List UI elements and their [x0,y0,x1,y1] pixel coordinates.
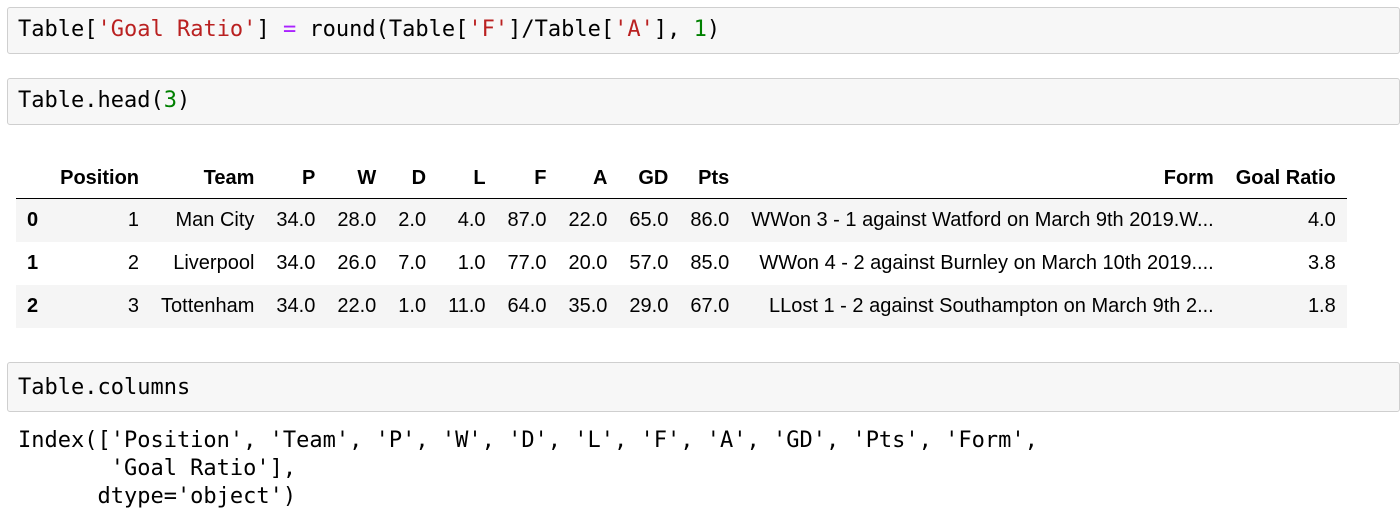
code-line: Table.columns [18,375,191,400]
column-header: W [326,158,388,199]
table-header-row: Position Team P W D L F A GD Pts Form Goal Ratio [16,158,1347,199]
code-token: ) [176,88,191,113]
table-cell: 86.0 [690,208,730,231]
column-header: L [437,158,497,199]
index-header [16,158,50,199]
table-cell: 29.0 [629,294,669,317]
code-token: ], [653,17,694,42]
column-header: D [387,158,438,199]
table-cell: 67.0 [690,294,730,317]
table-row: 1 2 Liverpool 34.0 26.0 7.0 1.0 77.0 20.0 57.0 85.… [16,242,1347,285]
output-line: Index(['Position', 'Team', 'P', 'W', 'D'… [18,428,1038,453]
table-cell: Man City [175,208,255,231]
table-cell: 28.0 [337,208,377,231]
table-cell: 7.0 [398,251,427,274]
table-cell: 34.0 [276,208,316,231]
column-header: Team [150,158,266,199]
code-line: Table.head(3) [18,88,190,114]
columns-output: Index(['Position', 'Team', 'P', 'W', 'D'… [18,427,1038,511]
string-token: 'F' [468,17,509,42]
table-cell: 87.0 [507,208,547,231]
code-token: round(Table[ [296,17,469,42]
output-line: dtype='object') [18,484,297,509]
code-cell-columns[interactable] [7,362,1400,412]
column-header: A [557,158,619,199]
code-line: Table['Goal Ratio'] = round(Table['F']/T… [18,17,720,43]
table-cell: 35.0 [568,294,608,317]
table-cell: 57.0 [629,251,669,274]
output-line: 'Goal Ratio'], [18,456,297,481]
row-index: 1 [27,251,39,274]
table-cell: 4.0 [1307,208,1336,231]
row-index: 0 [27,208,39,231]
table-cell: 1.8 [1307,294,1336,317]
column-header: P [265,158,327,199]
code-token: Table[ [18,17,98,42]
table-cell: 3.8 [1307,251,1336,274]
column-header: Goal Ratio [1224,158,1347,199]
table-cell: 2 [127,251,140,274]
table-cell: 1.0 [398,294,427,317]
table-cell: 3 [127,294,140,317]
table-cell: Liverpool [173,251,255,274]
table-cell: WWon 4 - 2 against Burnley on March 10th… [759,251,1214,274]
code-cell-head[interactable] [7,78,1400,125]
column-header: GD [618,158,680,199]
code-cell-goal-ratio[interactable] [7,7,1400,54]
string-token: 'A' [614,17,654,42]
table-cell: WWon 3 - 1 against Watford on March 9th … [751,208,1214,231]
table-cell: LLost 1 - 2 against Southampton on March… [769,294,1214,317]
table-cell: 34.0 [276,251,316,274]
column-header: Form [740,158,1225,199]
table-cell: 26.0 [337,251,377,274]
number-token: 1 [693,17,707,42]
table-cell: 2.0 [398,208,427,231]
operator-token: = [282,17,297,42]
table-cell: 77.0 [507,251,547,274]
table-cell: 11.0 [448,294,486,317]
table-cell: Tottenham [161,294,255,317]
table-row: 2 3 Tottenham 34.0 22.0 1.0 11.0 64.0 35.0 29.0 67… [16,284,1347,328]
code-token: ] [256,17,283,42]
column-header: Pts [679,158,741,199]
table-cell: 22.0 [337,294,377,317]
table-cell: 65.0 [629,208,669,231]
table-cell: 1 [127,208,140,231]
code-token: Table.head( [18,88,164,113]
dataframe-output-table: Position Team P W D L F A GD Pts Form Goal Ratio 0 1… [16,158,1347,328]
table-cell: 4.0 [457,208,486,231]
table-cell: 85.0 [690,251,730,274]
string-token: 'Goal Ratio' [97,17,257,42]
table-cell: 22.0 [568,208,608,231]
table-row: 0 1 Man City 34.0 28.0 2.0 4.0 87.0 22.0 65.0 86.0… [16,198,1347,242]
table-cell: 64.0 [507,294,547,317]
code-token: ]/Table[ [508,17,615,42]
column-header: Position [49,158,151,199]
table-cell: 20.0 [568,251,608,274]
number-token: 3 [163,88,177,113]
table-cell: 1.0 [457,251,486,274]
column-header: F [496,158,558,199]
table-cell: 34.0 [276,294,316,317]
row-index: 2 [27,294,39,317]
code-token: ) [706,17,721,42]
